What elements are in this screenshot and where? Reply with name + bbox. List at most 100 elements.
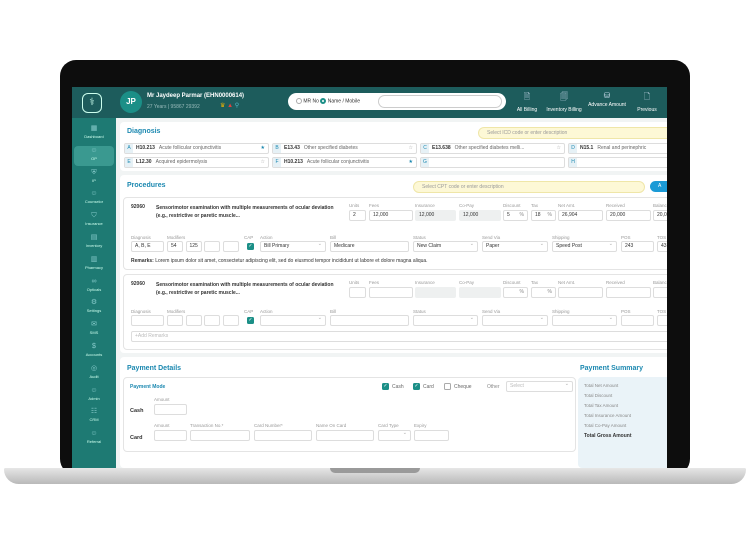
diagnosis-cell[interactable]: F H10.213 Acute follicular conjunctivitis ★ [272,157,417,168]
add-remarks-input[interactable]: +Add Remarks [131,331,667,342]
diagnosis-pointer-input[interactable]: A, B, E [131,241,164,252]
card-card-number-input[interactable] [254,430,312,441]
sidebar-item-dashboard[interactable]: ▦ Dashboard [74,124,114,144]
all-billing-button[interactable]: 🗎 All Billing [517,91,537,113]
search-input[interactable] [378,95,502,108]
star-icon[interactable]: ★ [408,159,413,165]
diagnosis-cell[interactable]: E L12.30 Acquired epidermolysis ☆ [124,157,269,168]
sidebar-item-admin[interactable]: ☺ Admin [74,386,114,406]
discount-input[interactable]: 5% [503,210,528,221]
pos-input[interactable] [621,315,654,326]
star-icon[interactable]: ☆ [408,145,413,151]
tax-input[interactable]: 18% [531,210,556,221]
sidebar-item-label: Accounts [85,352,103,357]
radio-mr-no[interactable] [296,98,302,104]
card-expiry-input[interactable] [414,430,449,441]
diagnosis-pointer-input[interactable] [131,315,164,326]
sidebar-item-counselor[interactable]: ☺ Counselor [74,189,114,209]
tax-input[interactable]: % [531,287,556,298]
sendvia-label: Send Via [482,235,501,240]
modifier-input[interactable] [222,241,239,252]
star-icon[interactable]: ☆ [260,159,265,165]
sidebar-item-ip[interactable]: ⛨ IP [74,168,114,188]
units-input[interactable]: 2 [349,210,366,221]
sendvia-select[interactable] [482,315,548,326]
inventory-billing-button[interactable]: 🗐 Inventory Billing [546,91,581,113]
received-input[interactable]: 20,000 [606,210,651,221]
balance-input[interactable]: 20,000 [653,210,667,221]
diagnosis-cell[interactable]: G [420,157,565,168]
received-input[interactable] [606,287,651,298]
modifier-input[interactable]: 54 [167,241,183,252]
bill-label: Bill [330,235,337,240]
payment-mode-cash-checkbox[interactable]: ✓ [382,383,389,390]
cash-amount-input[interactable] [154,404,187,415]
sidebar-item-audit[interactable]: ◎ Audit [74,364,114,384]
card-card-type-input[interactable] [378,430,411,441]
diagnosis-description: Renal and perinephric [597,145,647,151]
other-mode-select[interactable]: Select [506,381,573,392]
icd-search-input[interactable]: Select ICD code or enter description [478,127,667,139]
bill-input[interactable] [330,315,409,326]
search-icon[interactable]: ⚲ [234,103,240,109]
modifier-input[interactable] [167,315,183,326]
action-select[interactable] [260,315,326,326]
sidebar-item-op[interactable]: ☺ OP [74,145,114,166]
sidebar-item-referral[interactable]: ☺ Referral [74,429,114,449]
diagnosis-cell[interactable]: B E13.43 Other specified diabetes ☆ [272,143,417,154]
fees-input[interactable] [369,287,413,298]
units-input[interactable] [349,287,366,298]
payment-mode-cheque-checkbox[interactable] [444,383,451,390]
sidebar-item-label: Opticals [86,286,102,292]
tos-input[interactable] [657,315,667,326]
modifier-input[interactable]: 125 [185,241,202,252]
star-icon[interactable]: ☆ [556,145,561,151]
sidebar-item-insurance[interactable]: ⛉ Insurance [74,211,114,231]
billing-icon: 🗎 [523,92,531,101]
bill-input[interactable]: Medicare [330,241,409,252]
sidebar-item-pharmacy[interactable]: ▥ Pharmacy [74,255,114,275]
cpt-search-input[interactable]: Select CPT code or enter description [413,181,645,193]
discount-input[interactable]: % [503,287,528,298]
status-select[interactable] [413,315,478,326]
card-transaction-no-input[interactable] [190,430,250,441]
modifier-input[interactable] [222,315,239,326]
sidebar-item-accounts[interactable]: $ Accounts [74,342,114,362]
net-input[interactable] [558,287,603,298]
net-input[interactable]: 26,904 [558,210,603,221]
card-card-type-label: Card Type [378,423,399,428]
star-icon[interactable]: ★ [260,145,265,151]
cap-checkbox[interactable]: ✓ [247,317,254,324]
status-select[interactable]: New Claim [413,241,478,252]
sidebar-item-settings[interactable]: ⚙ Settings [74,298,114,318]
action-select[interactable]: Bill Primary [260,241,326,252]
tos-input[interactable]: 43 [657,241,667,252]
card-amount-input[interactable] [154,430,187,441]
modifier-input[interactable] [185,315,202,326]
balance-input[interactable] [653,287,667,298]
patient-details: 27 Years | 95867 29392 [147,104,200,110]
diagnosis-cell[interactable]: H [568,157,667,168]
radio-name-mobile[interactable] [320,98,327,104]
shipping-select[interactable]: Speed Post [552,241,617,252]
modifier-input[interactable] [204,241,220,252]
sidebar-item-crm[interactable]: ☷ CRM [74,407,114,427]
sidebar-item-sms[interactable]: ✉ SMS [74,320,114,340]
sidebar-item-inventory[interactable]: ▤ Inventory [74,233,114,253]
shipping-select[interactable] [552,315,617,326]
diagnosis-cell[interactable]: A H10.213 Acute follicular conjunctivitis ★ [124,143,269,154]
payment-mode-card-checkbox[interactable]: ✓ [413,383,420,390]
card-name-on-card-input[interactable] [316,430,374,441]
add-procedure-button[interactable]: A [650,181,667,192]
diagnosis-cell[interactable]: C E13.638 Other specified diabetes melli..… [420,143,565,154]
sendvia-select[interactable]: Paper [482,241,548,252]
sidebar-item-opticals[interactable]: ∞ Opticals [74,277,114,297]
modifier-input[interactable] [204,315,220,326]
pos-input[interactable]: 243 [621,241,654,252]
fees-input[interactable]: 12,000 [369,210,413,221]
advance-amount-button[interactable]: ⛁ Advance Amount [588,91,626,108]
previous-button[interactable]: 🗋 Previous [637,91,656,113]
stethoscope-logo-icon[interactable]: ⚕ [82,93,102,113]
cap-checkbox[interactable]: ✓ [247,243,254,250]
